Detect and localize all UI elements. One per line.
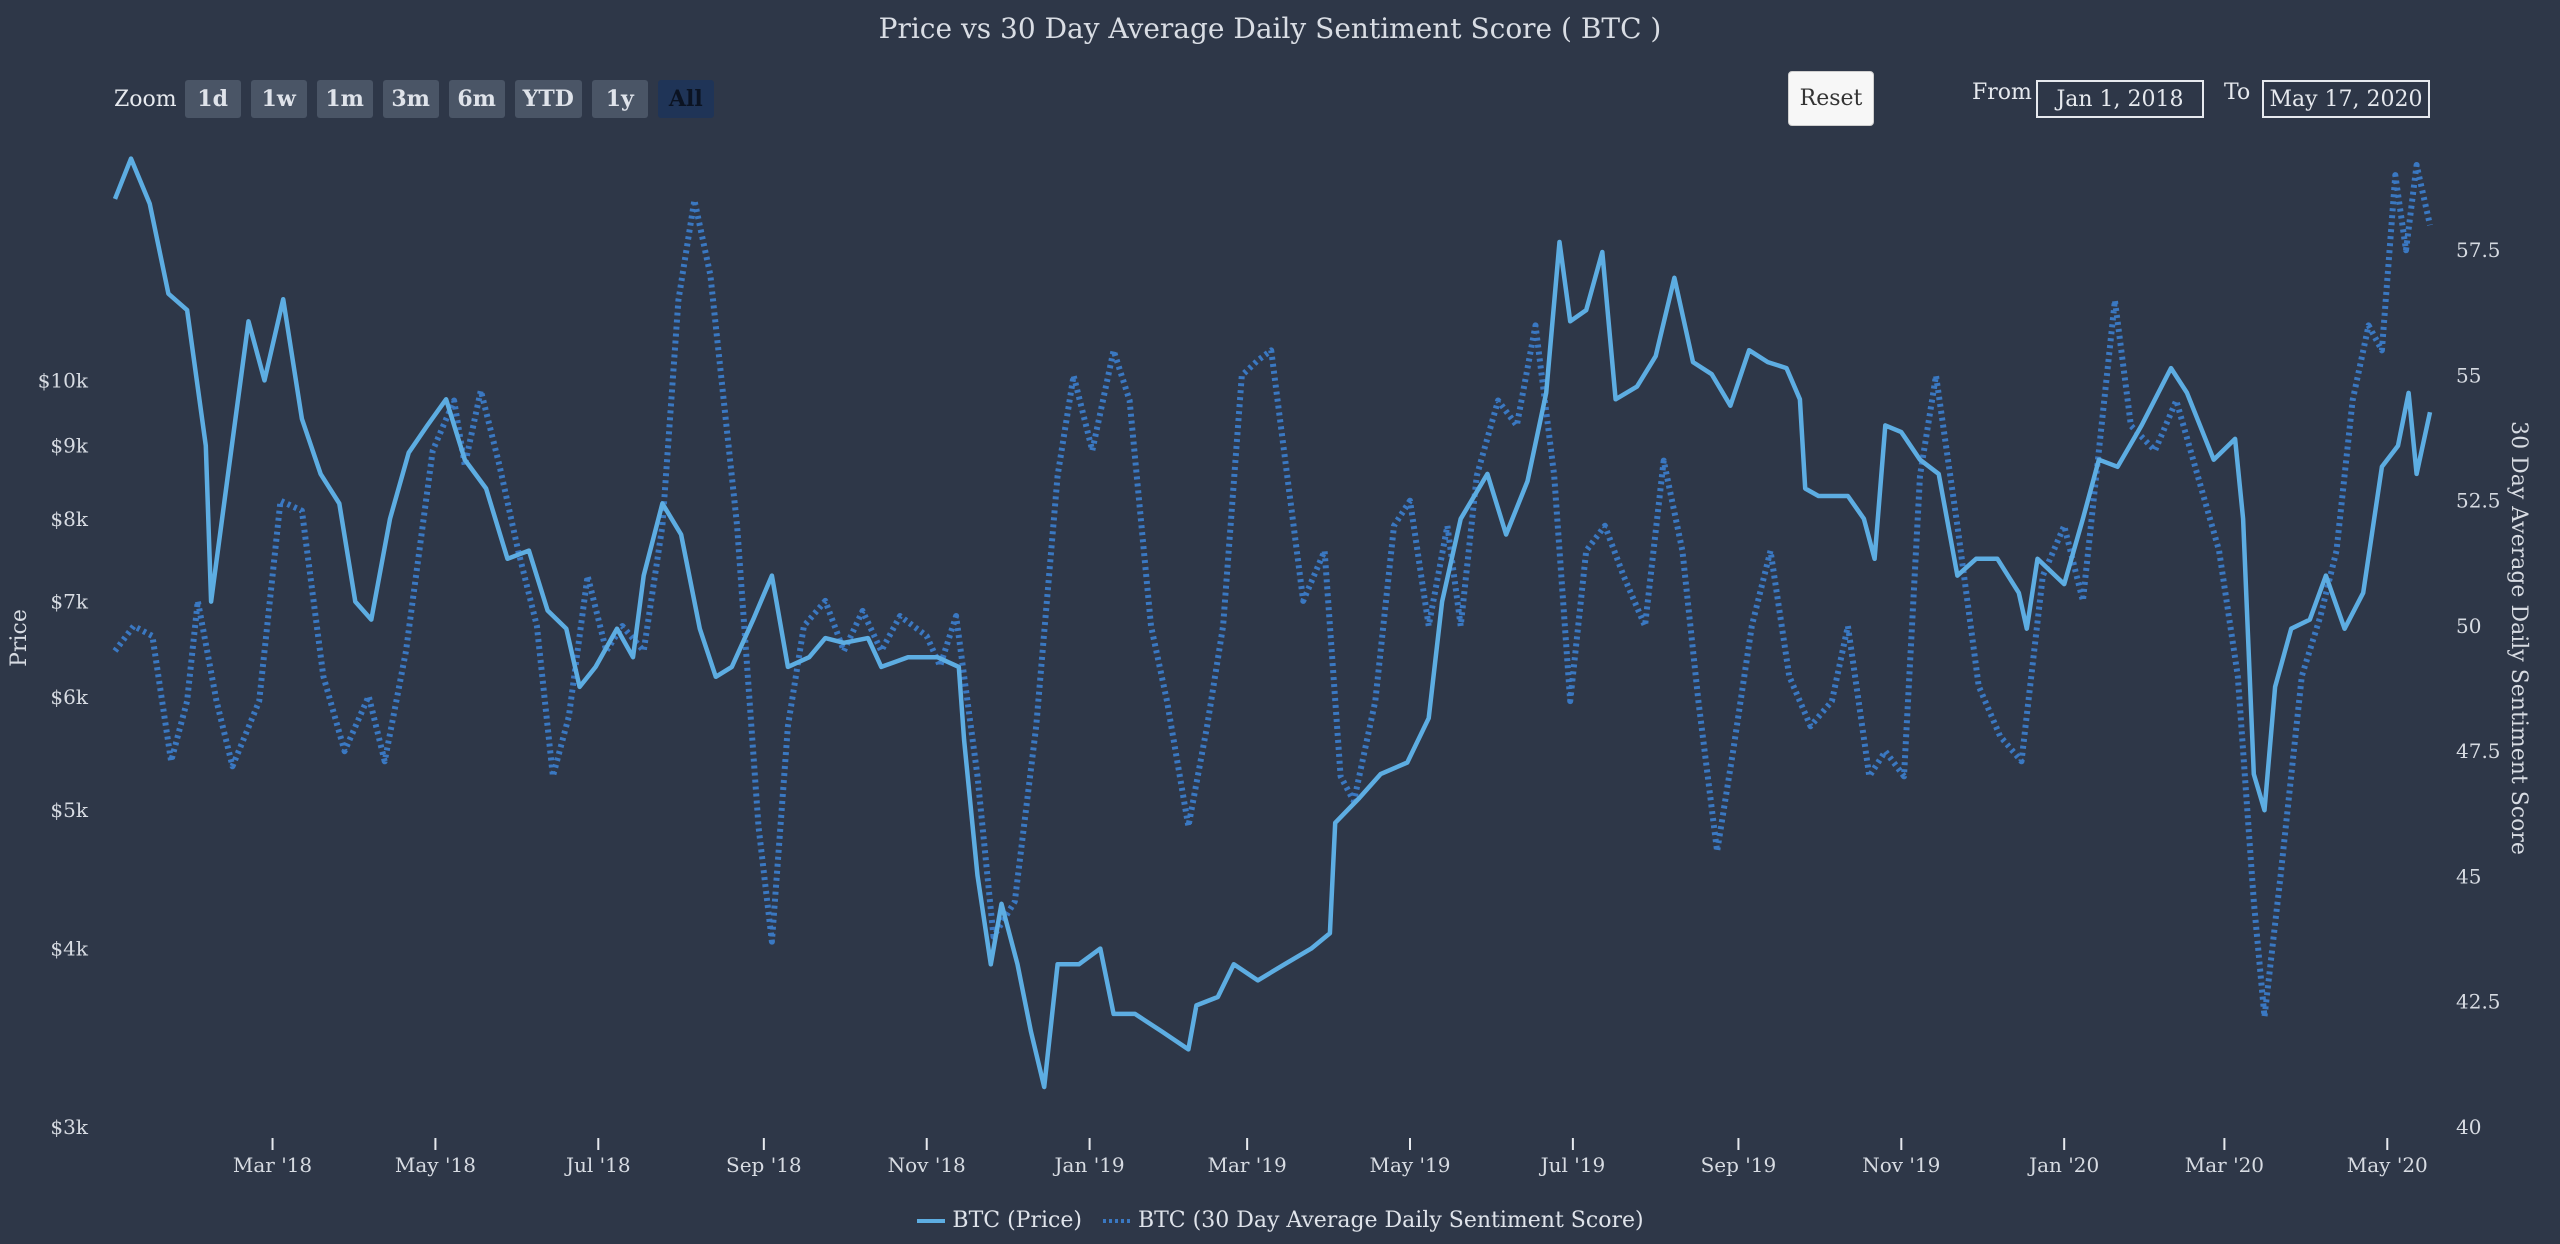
- x-tick-label: Jul '18: [564, 1153, 631, 1177]
- x-tick-label: May '20: [2347, 1153, 2428, 1177]
- price-tick-label: $5k: [50, 798, 88, 822]
- price-tick-label: $8k: [50, 507, 88, 531]
- x-tick-label: Jan '20: [2027, 1153, 2099, 1177]
- x-tick-label: Mar '18: [233, 1153, 312, 1177]
- chart-title: Price vs 30 Day Average Daily Sentiment …: [878, 12, 1662, 45]
- legend-label-sentiment: BTC (30 Day Average Daily Sentiment Scor…: [1137, 1208, 1644, 1233]
- price-tick-label: $10k: [38, 368, 89, 392]
- price-axis: $3k $4k $5k $6k $7k $8k $9k $10k Price: [7, 368, 89, 1139]
- x-tick-label: Sep '19: [1701, 1153, 1777, 1177]
- sentiment-tick-label: 42.5: [2456, 990, 2501, 1014]
- solid-line-swatch-icon: [917, 1218, 946, 1223]
- zoom-button-ytd[interactable]: YTD: [514, 80, 582, 118]
- zoom-button-1w[interactable]: 1w: [250, 80, 307, 118]
- x-tick-label: Nov '18: [888, 1153, 966, 1177]
- sentiment-tick-label: 47.5: [2456, 739, 2501, 763]
- zoom-label: Zoom: [114, 86, 177, 112]
- sentiment-tick-label: 52.5: [2456, 489, 2501, 513]
- zoom-button-1y[interactable]: 1y: [591, 80, 648, 118]
- x-tick-label: Mar '20: [2185, 1153, 2264, 1177]
- x-tick-label: Sep '18: [726, 1153, 802, 1177]
- x-tick-label: Mar '19: [1207, 1153, 1286, 1177]
- range-from-input[interactable]: Jan 1, 2018: [2036, 80, 2204, 118]
- sentiment-tick-label: 50: [2456, 614, 2481, 638]
- zoom-button-3m[interactable]: 3m: [382, 80, 439, 118]
- price-tick-label: $7k: [50, 590, 88, 614]
- series-layer: [112, 156, 2433, 1090]
- sentiment-tick-label: 40: [2456, 1115, 2481, 1139]
- range-to-input[interactable]: May 17, 2020: [2262, 80, 2430, 118]
- x-tick-label: Jul '19: [1539, 1153, 1606, 1177]
- sentiment-tick-label: 57.5: [2456, 238, 2501, 262]
- range-to-label: To: [2224, 80, 2251, 105]
- price-tick-label: $3k: [50, 1115, 88, 1139]
- price-series-line: [112, 156, 2433, 1090]
- x-tick-label: May '19: [1370, 1153, 1451, 1177]
- x-tick-label: Jan '19: [1053, 1153, 1125, 1177]
- x-tick-label: May '18: [395, 1153, 476, 1177]
- sentiment-tick-label: 55: [2456, 363, 2481, 387]
- x-tick-label: Nov '19: [1862, 1153, 1940, 1177]
- price-tick-label: $4k: [50, 937, 88, 961]
- zoom-button-1m[interactable]: 1m: [316, 80, 373, 118]
- x-axis: Mar '18 May '18 Jul '18 Sep '18 Nov '18 Jan '…: [233, 1138, 2428, 1177]
- sentiment-tick-label: 45: [2456, 864, 2481, 888]
- price-axis-title: Price: [7, 609, 32, 667]
- zoom-button-all[interactable]: All: [657, 80, 714, 118]
- sentiment-axis-title: 30 Day Average Daily Sentiment Score: [2506, 421, 2531, 855]
- legend-label-price: BTC (Price): [952, 1208, 1082, 1233]
- legend-item-price[interactable]: BTC (Price): [916, 1208, 1082, 1233]
- sentiment-axis: 40 42.5 45 47.5 50 52.5 55 57.5 30 Day Average D…: [2456, 238, 2531, 1139]
- zoom-controls: Zoom 1d 1w 1m 3m 6m YTD 1y All: [114, 80, 724, 118]
- reset-zoom-button[interactable]: Reset: [1788, 71, 1874, 126]
- legend: BTC (Price) BTC (30 Day Average Daily Se…: [0, 1208, 2560, 1233]
- zoom-button-1d[interactable]: 1d: [184, 80, 241, 118]
- legend-item-sentiment[interactable]: BTC (30 Day Average Daily Sentiment Scor…: [1102, 1208, 1644, 1233]
- zoom-button-6m[interactable]: 6m: [448, 80, 505, 118]
- price-tick-label: $9k: [50, 434, 88, 458]
- sentiment-series-line: [112, 162, 2433, 1020]
- price-tick-label: $6k: [50, 685, 88, 709]
- dotted-line-swatch-icon: [1102, 1218, 1131, 1223]
- range-from-label: From: [1972, 80, 2032, 105]
